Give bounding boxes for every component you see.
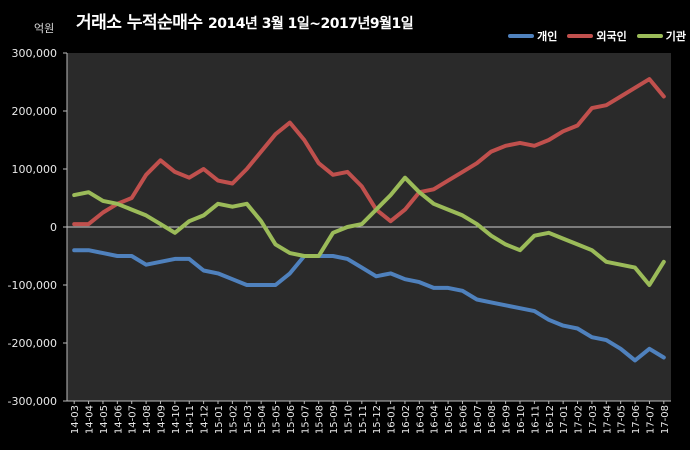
y-tick-label: -300,000 [8,395,57,408]
x-tick-label: 15-01 [214,405,225,434]
x-tick-label: 14-11 [185,405,196,434]
y-tick-label: 300,000 [12,47,58,60]
series-line-foreign [72,77,666,227]
x-tick-label: 14-06 [113,405,124,434]
legend-item-institution: 기관 [636,28,686,44]
y-tick-label: -200,000 [8,337,57,350]
x-tick-label: 16-06 [458,405,469,434]
x-tick-label: 17-08 [660,405,671,434]
x-tick-label: 17-04 [602,405,613,434]
x-tick-label: 17-07 [645,405,656,434]
x-tick-label: 17-01 [559,405,570,434]
x-tick-label: 15-02 [228,405,239,434]
y-tick-label: 0 [50,221,57,234]
y-tick-label: 100,000 [12,163,58,176]
series-line-individual [72,248,666,363]
unit-label: 억원 [34,22,55,35]
series-line-institution [72,175,666,287]
x-tick-label: 15-09 [329,405,340,434]
x-tick-label: 16-07 [473,405,484,434]
legend-item-foreign: 외국인 [567,28,627,44]
x-tick-label: 14-04 [85,405,96,434]
x-tick-label: 14-10 [171,405,182,434]
x-tick-label: 17-06 [631,405,642,434]
x-tick-label: 17-02 [574,405,585,434]
legend-label-foreign: 외국인 [596,30,627,43]
legend-swatch-individual [508,34,535,38]
chart-title: 거래소 누적순매수 2014년 3월 1일~2017년9월1일 [76,8,414,33]
x-tick-label: 16-02 [401,405,412,434]
x-tick-label: 16-05 [444,405,455,434]
x-tick-label: 14-05 [99,405,110,434]
x-tick-label: 14-08 [142,405,153,434]
x-tick-label: 17-05 [617,405,628,434]
x-tick-label: 15-07 [300,405,311,434]
x-tick-label: 14-09 [156,405,167,434]
x-tick-label: 15-12 [372,405,383,434]
x-tick-label: 14-07 [128,405,139,434]
legend-swatch-foreign [567,34,594,38]
x-tick-label: 15-08 [315,405,326,434]
x-tick-label: 16-08 [487,405,498,434]
legend-swatch-institution [636,34,663,38]
x-tick-label: 15-04 [257,405,268,434]
x-tick-label: 16-04 [430,405,441,434]
x-tick-label: 17-03 [588,405,599,434]
x-tick-label: 16-03 [415,405,426,434]
x-tick-label: 16-09 [502,405,513,434]
x-tick-label: 16-11 [530,405,541,434]
chart-title-main: 거래소 누적순매수 [76,13,203,33]
y-tick-label: 200,000 [12,105,58,118]
y-tick-label: -100,000 [8,279,57,292]
legend-label-individual: 개인 [537,30,558,43]
x-tick-label: 14-12 [200,405,211,434]
legend-label-institution: 기관 [665,30,686,43]
x-tick-label: 16-01 [387,405,398,434]
x-tick-label: 15-10 [343,405,354,434]
x-tick-label: 16-12 [545,405,556,434]
x-tick-label: 15-11 [358,405,369,434]
x-tick-label: 15-05 [272,405,283,434]
legend-item-individual: 개인 [508,28,557,44]
legend: 개인 외국인 기관 [508,28,686,44]
chart-subtitle: 2014년 3월 1일~2017년9월1일 [207,16,414,32]
x-tick-label: 14-03 [70,405,81,434]
x-tick-label: 15-03 [243,405,254,434]
x-tick-label: 15-06 [286,405,297,434]
x-tick-label: 16-10 [516,405,527,434]
